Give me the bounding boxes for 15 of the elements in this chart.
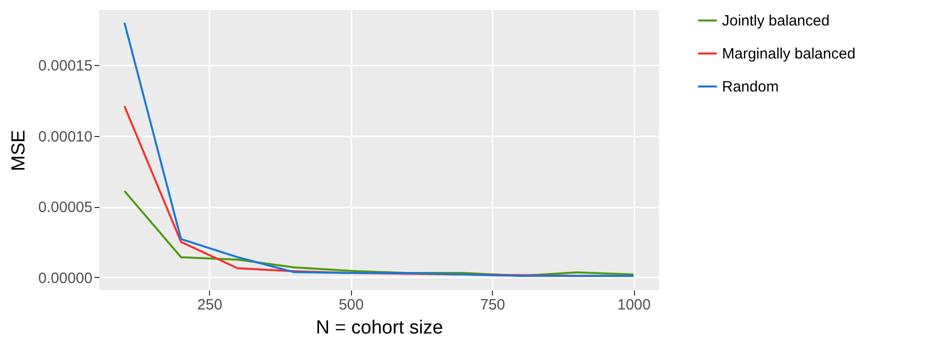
x-tick-label: 1000 (617, 296, 651, 314)
legend-label: Random (722, 78, 779, 96)
y-tick-label: 0.00015 (38, 58, 92, 75)
x-tick-label: 750 (480, 296, 506, 314)
y-tick-label: 0.00010 (38, 128, 92, 146)
y-tick-label: 0.00000 (38, 270, 92, 287)
line-series (123, 22, 635, 277)
y-tick-label: 0.00005 (38, 199, 92, 216)
legend-label: Jointly balanced (722, 12, 830, 30)
line-series (123, 190, 635, 277)
y-axis-title: MSE (8, 130, 30, 172)
legend-label: Marginally balanced (722, 46, 856, 62)
x-tick-label: 500 (338, 296, 364, 314)
x-tick-label: 250 (197, 296, 222, 314)
x-axis-title: N = cohort size (316, 318, 444, 338)
